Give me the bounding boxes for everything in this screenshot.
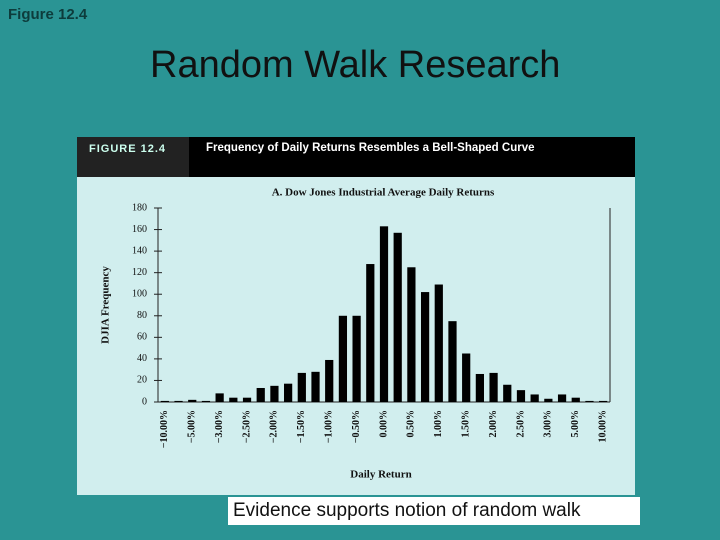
figure-label: Figure 12.4 [8, 6, 88, 23]
x-tick-label: −5.00% [187, 410, 198, 443]
bar [516, 390, 526, 402]
bar [338, 315, 348, 402]
bar [201, 400, 211, 402]
y-axis-label: DJIA Frequency [100, 266, 112, 344]
bar [530, 394, 539, 402]
bar [544, 398, 553, 402]
y-tick-label: 180 [132, 202, 147, 213]
bar [599, 400, 608, 402]
x-tick-label: −3.00% [214, 410, 225, 443]
x-tick-label: 2.50% [515, 410, 526, 438]
bar [379, 226, 389, 402]
bar [311, 371, 320, 402]
bar [270, 385, 279, 402]
x-tick-label: −10.00% [159, 410, 170, 448]
bar [393, 232, 402, 402]
x-tick-label: −2.50% [241, 410, 252, 443]
x-tick-label: 10.00% [597, 410, 608, 443]
x-tick-label: −1.50% [296, 410, 307, 443]
slide-title: Random Walk Research [150, 44, 561, 86]
chart-title: Frequency of Daily Returns Resembles a B… [206, 142, 535, 154]
x-tick-label: 2.00% [488, 410, 499, 438]
bar [462, 353, 471, 402]
y-tick-label: 160 [132, 224, 147, 235]
y-tick-label: 20 [137, 375, 147, 386]
bar [352, 315, 361, 402]
caption: Evidence supports notion of random walk [228, 497, 640, 525]
bar [366, 264, 375, 402]
bar [297, 372, 306, 402]
bar [557, 394, 567, 402]
bar [585, 400, 594, 402]
chart-figure-label: FIGURE 12.4 [77, 137, 189, 177]
x-tick-label: −0.50% [351, 410, 362, 443]
y-tick-label: 140 [132, 245, 147, 256]
x-tick-label: 1.50% [460, 410, 471, 438]
x-axis-label: Daily Return [350, 469, 411, 481]
x-tick-label: 0.50% [406, 410, 417, 438]
y-tick-label: 100 [132, 289, 147, 300]
x-tick-label: 1.00% [433, 410, 444, 438]
bar [284, 383, 293, 402]
x-tick-label: 3.00% [543, 410, 554, 438]
bar [503, 384, 512, 402]
bar [229, 397, 238, 402]
y-tick-label: 120 [132, 267, 147, 278]
y-tick-label: 60 [137, 332, 147, 343]
bar [420, 292, 430, 402]
bar [407, 267, 416, 402]
y-tick-label: 40 [137, 353, 147, 364]
y-tick-label: 80 [137, 310, 147, 321]
bar [489, 372, 498, 402]
x-tick-label: 0.00% [378, 410, 389, 438]
bar [571, 397, 580, 402]
x-tick-label: −2.00% [269, 410, 280, 443]
x-tick-label: 5.00% [570, 410, 581, 438]
bar [434, 284, 443, 402]
bar [325, 359, 334, 402]
bar [215, 393, 224, 402]
x-tick-label: −1.00% [324, 410, 335, 443]
chart-subtitle: A. Dow Jones Industrial Average Daily Re… [272, 187, 495, 199]
bar [448, 321, 457, 402]
bar [160, 400, 169, 402]
bar [188, 399, 197, 402]
bar [475, 373, 484, 402]
y-tick-label: 0 [142, 396, 147, 407]
bar [174, 400, 183, 402]
bar [256, 387, 265, 402]
bar [242, 397, 252, 402]
